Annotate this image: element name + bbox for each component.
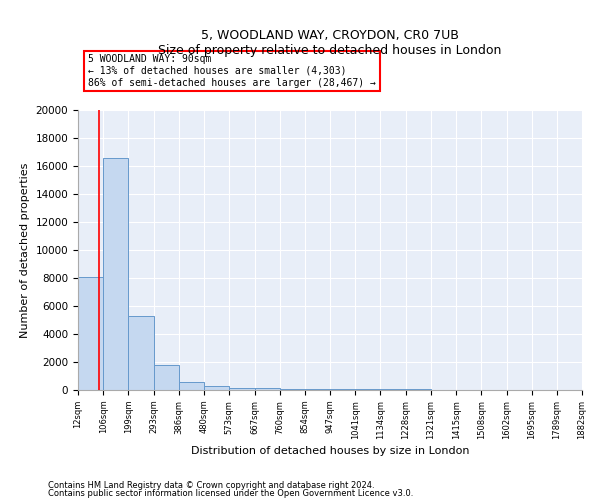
Bar <box>254 388 280 390</box>
Bar <box>78 276 103 390</box>
Bar <box>179 382 204 390</box>
Bar <box>229 388 254 390</box>
Bar <box>204 386 229 390</box>
Bar <box>305 389 330 390</box>
Y-axis label: Number of detached properties: Number of detached properties <box>20 162 30 338</box>
Bar <box>154 365 179 390</box>
Text: 5 WOODLAND WAY: 90sqm
← 13% of detached houses are smaller (4,303)
86% of semi-d: 5 WOODLAND WAY: 90sqm ← 13% of detached … <box>88 54 376 88</box>
Bar <box>103 158 128 390</box>
Bar <box>330 389 355 390</box>
Text: Contains HM Land Registry data © Crown copyright and database right 2024.: Contains HM Land Registry data © Crown c… <box>48 480 374 490</box>
Bar <box>128 316 154 390</box>
Title: 5, WOODLAND WAY, CROYDON, CR0 7UB
Size of property relative to detached houses i: 5, WOODLAND WAY, CROYDON, CR0 7UB Size o… <box>158 30 502 58</box>
Text: Contains public sector information licensed under the Open Government Licence v3: Contains public sector information licen… <box>48 489 413 498</box>
X-axis label: Distribution of detached houses by size in London: Distribution of detached houses by size … <box>191 446 469 456</box>
Bar <box>280 389 305 390</box>
